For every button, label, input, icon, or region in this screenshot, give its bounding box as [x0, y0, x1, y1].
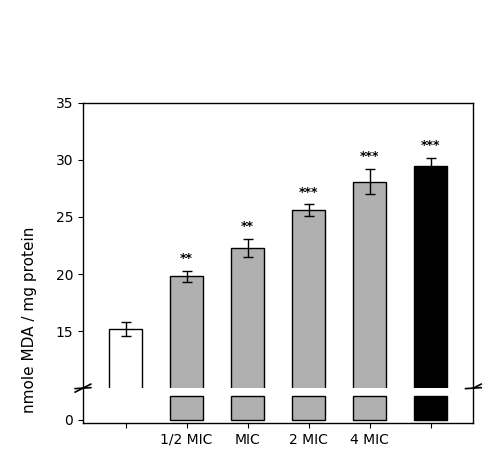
Text: ***: ***: [421, 139, 440, 152]
Bar: [170, 396, 203, 420]
Bar: [292, 210, 325, 470]
Text: ***: ***: [360, 150, 379, 164]
Legend: Control, Periplanetasin2, Hydrogen peroxide: Control, Periplanetasin2, Hydrogen perox…: [300, 25, 467, 92]
Bar: [353, 181, 386, 470]
Bar: [414, 165, 447, 470]
Text: ***: ***: [299, 186, 318, 199]
Bar: [170, 276, 203, 470]
Bar: [292, 396, 325, 420]
Bar: [231, 248, 264, 470]
Bar: [231, 396, 264, 420]
Text: **: **: [241, 220, 254, 233]
Text: **: **: [180, 252, 193, 265]
Bar: [414, 396, 447, 420]
Text: nmole MDA / mg protein: nmole MDA / mg protein: [22, 227, 37, 413]
Bar: [109, 329, 142, 470]
Bar: [353, 396, 386, 420]
